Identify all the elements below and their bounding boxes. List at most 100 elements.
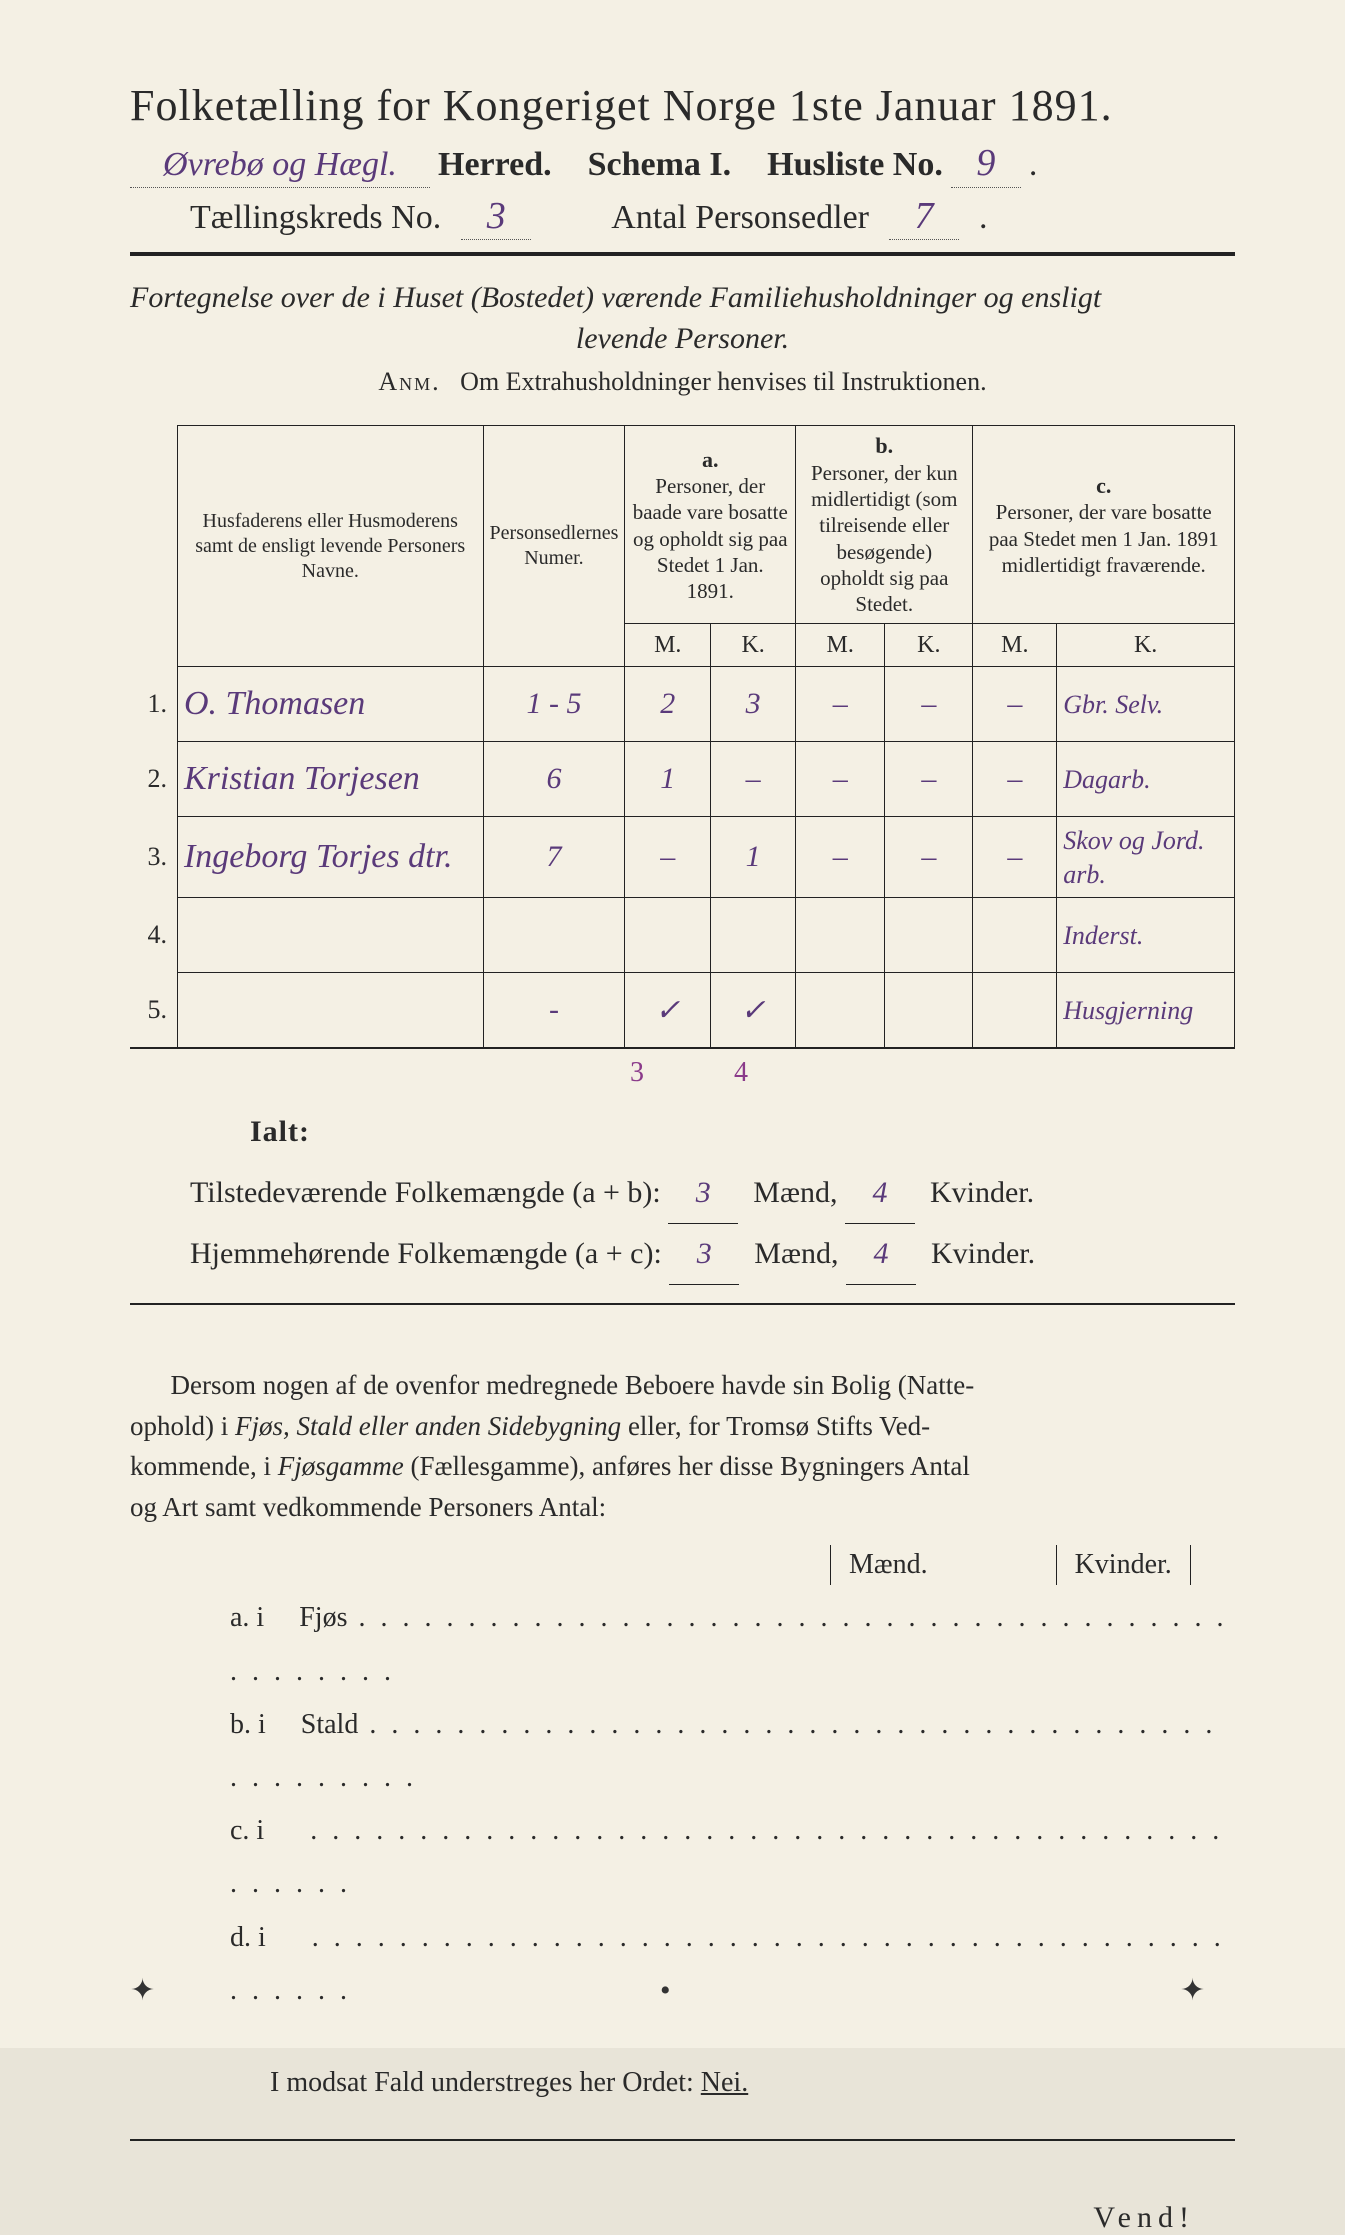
th-a-m: M. — [625, 624, 711, 667]
cell-b-k — [885, 898, 973, 973]
total-resident-k: 4 — [846, 1224, 916, 1285]
sublist-label: Fjøs — [299, 1602, 347, 1633]
cell-b-k — [885, 973, 973, 1049]
th-numer: Personsedlernes Numer. — [483, 426, 625, 667]
cell-a-m: 1 — [625, 742, 711, 817]
sublist-dots: . . . . . . . . . . . . . . . . . . . . … — [230, 1922, 1225, 2006]
sublist-prefix: a. i — [230, 1602, 264, 1633]
modsat-nei: Nei. — [701, 2067, 748, 2098]
dot: . — [1029, 146, 1038, 184]
sum-m: 3 — [630, 1057, 644, 1089]
cell-numer: - — [483, 973, 625, 1049]
sublist-row: b. i Stald . . . . . . . . . . . . . . .… — [230, 1698, 1235, 1804]
herred-handwritten: Øvrebø og Hægl. — [130, 146, 430, 188]
row-number: 1. — [130, 667, 177, 742]
cell-note: Husgjerning — [1057, 973, 1235, 1049]
header-line-2: Øvrebø og Hægl. Herred. Schema I. Huslis… — [130, 141, 1235, 188]
cell-name: Kristian Torjesen — [177, 742, 483, 817]
ialt-label: Ialt: — [250, 1115, 1235, 1149]
cell-b-m: – — [796, 667, 885, 742]
cell-name: O. Thomasen — [177, 667, 483, 742]
cell-a-k — [711, 898, 796, 973]
subhead-line-a: Fortegnelse over de i Huset (Bostedet) v… — [130, 281, 1101, 314]
cell-c-m — [973, 973, 1057, 1049]
th-a: a. Personer, der baade vare bosatte og o… — [625, 426, 796, 624]
table-row: 1.O. Thomasen1 - 523–––Gbr. Selv. — [130, 667, 1235, 742]
herred-label: Herred. — [438, 146, 552, 184]
vend-label: Vend! — [130, 2201, 1235, 2235]
dot: . — [979, 199, 988, 237]
th-b: b. Personer, der kun midlertidigt (som t… — [796, 426, 973, 624]
table-row: 2.Kristian Torjesen61––––Dagarb. — [130, 742, 1235, 817]
mk-subheader: Mænd. Kvinder. — [830, 1545, 1235, 1585]
cell-a-m — [625, 898, 711, 973]
cell-a-m: ✓ — [625, 973, 711, 1049]
cell-name — [177, 898, 483, 973]
subhead-line-b: levende Personer. — [130, 319, 1235, 360]
cell-b-k: – — [885, 742, 973, 817]
kreds-number: 3 — [461, 194, 531, 241]
modsat-line: I modsat Fald understreges her Ordet: Ne… — [270, 2067, 1235, 2099]
punch-mark: ✦ — [130, 1973, 155, 2008]
sublist-prefix: b. i — [230, 1709, 266, 1740]
cell-a-k: ✓ — [711, 973, 796, 1049]
antal-number: 7 — [889, 194, 959, 241]
totals-block: Tilstedeværende Folkemængde (a + b): 3 M… — [190, 1163, 1235, 1285]
table-row: 3.Ingeborg Torjes dtr.7–1–––Skov og Jord… — [130, 817, 1235, 898]
kvinder-col: Kvinder. — [1056, 1545, 1191, 1585]
th-c: c. Personer, der vare bosatte paa Stedet… — [973, 426, 1235, 624]
row-number: 4. — [130, 898, 177, 973]
th-c-text: Personer, der vare bosatte paa Stedet me… — [979, 499, 1228, 578]
th-names: Husfaderens eller Husmoderens samt de en… — [177, 426, 483, 667]
cell-note: Inderst. — [1057, 898, 1235, 973]
sublist-dots: . . . . . . . . . . . . . . . . . . . . … — [230, 1709, 1216, 1793]
cell-c-m: – — [973, 742, 1057, 817]
th-b-k: K. — [885, 624, 973, 667]
sublist-prefix: d. i — [230, 1922, 266, 1953]
cell-b-m: – — [796, 817, 885, 898]
th-b-m: M. — [796, 624, 885, 667]
row-number: 5. — [130, 973, 177, 1049]
cell-name — [177, 973, 483, 1049]
anm-label: Anm. — [378, 367, 440, 396]
th-c-letter: c. — [979, 472, 1228, 500]
column-sums: 3 4 — [130, 1057, 1235, 1089]
sublist-prefix: c. i — [230, 1815, 264, 1846]
th-b-letter: b. — [802, 432, 966, 460]
kreds-label: Tællingskreds No. — [190, 199, 441, 237]
cell-b-m — [796, 898, 885, 973]
sublist-row: d. i . . . . . . . . . . . . . . . . . .… — [230, 1911, 1235, 2017]
kvinder-label: Kvinder. — [931, 1237, 1035, 1270]
cell-note: Dagarb. — [1057, 742, 1235, 817]
cell-numer: 6 — [483, 742, 625, 817]
row-number: 2. — [130, 742, 177, 817]
maend-label: Mænd, — [753, 1176, 837, 1209]
row-number: 3. — [130, 817, 177, 898]
sum-k: 4 — [734, 1057, 748, 1089]
anm-line: Anm. Om Extrahusholdninger henvises til … — [130, 367, 1235, 397]
total-present-m: 3 — [668, 1163, 738, 1224]
building-paragraph: Dersom nogen af de ovenfor medregnede Be… — [130, 1365, 1235, 1527]
cell-note: Gbr. Selv. — [1057, 667, 1235, 742]
antal-label: Antal Personsedler — [611, 199, 869, 237]
cell-a-m: – — [625, 817, 711, 898]
census-table: Husfaderens eller Husmoderens samt de en… — [130, 425, 1235, 1049]
sublist-label: Stald — [301, 1709, 359, 1740]
total-present-label: Tilstedeværende Folkemængde (a + b): — [190, 1176, 661, 1209]
husliste-number: 9 — [951, 141, 1021, 188]
cell-note: Skov og Jord. arb. — [1057, 817, 1235, 898]
th-a-text: Personer, der baade vare bosatte og opho… — [631, 473, 789, 604]
subheading: Fortegnelse over de i Huset (Bostedet) v… — [130, 278, 1235, 359]
maend-col: Mænd. — [830, 1545, 946, 1585]
building-sublist: a. i Fjøs . . . . . . . . . . . . . . . … — [230, 1591, 1235, 2017]
cell-b-m — [796, 973, 885, 1049]
th-a-k: K. — [711, 624, 796, 667]
th-a-letter: a. — [631, 446, 789, 474]
sublist-dots: . . . . . . . . . . . . . . . . . . . . … — [230, 1602, 1227, 1686]
page-title: Folketælling for Kongeriget Norge 1ste J… — [130, 80, 1235, 131]
cell-a-k: – — [711, 742, 796, 817]
schema-label: Schema I. — [588, 146, 732, 184]
header-line-3: Tællingskreds No. 3 Antal Personsedler 7… — [130, 194, 1235, 241]
th-c-k: K. — [1057, 624, 1235, 667]
punch-mark: • — [660, 1974, 671, 2008]
